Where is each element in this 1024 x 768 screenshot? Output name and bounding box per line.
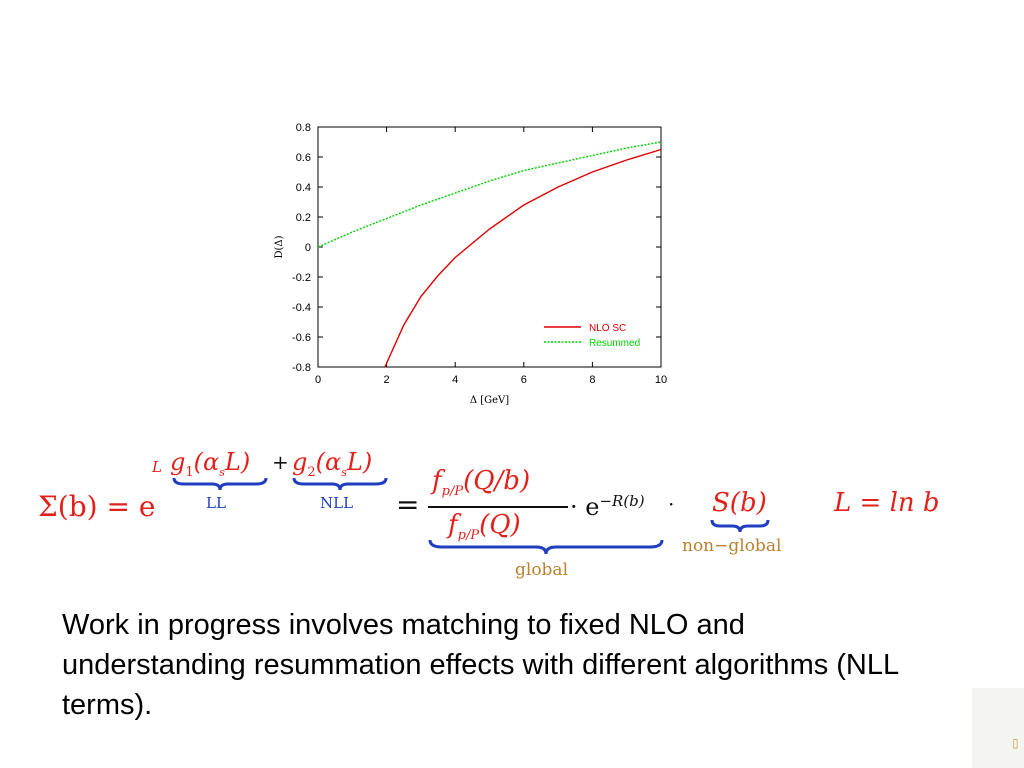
legend-label-2: Resummed — [589, 338, 640, 349]
y-tick-label: -0.4 — [292, 302, 311, 314]
y-tick-label: 0.6 — [296, 152, 311, 164]
x-tick-label: 0 — [315, 374, 321, 386]
y-axis-label: D(Δ) — [274, 235, 285, 258]
legend: NLO SC Resummed — [544, 323, 640, 349]
x-tick-label: 6 — [521, 374, 527, 386]
nonglobal-label: non−global — [682, 536, 782, 556]
global-brace — [428, 539, 664, 555]
x-axis-label: Δ [GeV] — [470, 395, 509, 406]
formula-numerator: fp/P(Q/b) — [432, 466, 531, 500]
formula-denominator: fp/P(Q) — [448, 510, 521, 544]
chart-svg: 0 2 4 6 8 10 0.8 0.6 0.4 0.2 0 -0.2 -0.4 -0.6 -0.8 Δ [… — [274, 122, 667, 406]
formula-lhs: Σ(b) = e — [38, 490, 156, 523]
ll-label: LL — [206, 494, 226, 512]
formula-exp-factor: · e−R(b) — [570, 492, 645, 521]
body-text: Work in progress involves matching to fi… — [62, 609, 899, 721]
formula-equals: = — [396, 488, 420, 521]
y-tick-label: 0.4 — [296, 182, 311, 194]
formula-exp-l: L — [152, 458, 162, 476]
formula-l-definition: L = ln b — [834, 488, 940, 518]
x-tick-label: 10 — [655, 374, 667, 386]
nonglobal-brace — [710, 519, 770, 533]
ll-brace — [172, 477, 268, 491]
formula-g1: g1(αsL) — [170, 448, 251, 480]
navigation-box — [972, 688, 1024, 768]
formula-s: S(b) — [712, 488, 767, 518]
chart: 0 2 4 6 8 10 0.8 0.6 0.4 0.2 0 -0.2 -0.4 -0.6 -0.8 Δ [… — [270, 115, 690, 415]
formula-g2: g2(αsL) — [292, 448, 373, 480]
y-tick-label: -0.6 — [292, 332, 311, 344]
fraction-bar — [428, 506, 568, 508]
series-line-2 — [317, 141, 662, 248]
y-tick-label: 0.2 — [296, 212, 311, 224]
x-tick-label: 2 — [384, 374, 390, 386]
y-tick-label: 0.8 — [296, 122, 311, 134]
navigation-icon[interactable]: ▯ — [1012, 736, 1019, 750]
series-line-1 — [384, 148, 662, 368]
formula: Σ(b) = e L g1(αsL) + g2(αsL) LL NLL = fp… — [0, 440, 1024, 590]
y-tick-label: -0.8 — [292, 362, 311, 374]
series-layer — [317, 141, 662, 368]
formula-dot: · — [668, 492, 675, 516]
legend-label-1: NLO SC — [589, 323, 626, 334]
x-tick-label: 8 — [589, 374, 595, 386]
x-tick-label: 4 — [452, 374, 458, 386]
y-tick-label: 0 — [305, 242, 311, 254]
ticks: 0 2 4 6 8 10 0.8 0.6 0.4 0.2 0 -0.2 -0.4 -0.6 -0.8 — [292, 122, 667, 386]
global-label: global — [515, 560, 569, 580]
nll-label: NLL — [320, 494, 354, 512]
y-tick-label: -0.2 — [292, 272, 311, 284]
nll-brace — [292, 477, 388, 491]
formula-plus: + — [272, 450, 289, 474]
